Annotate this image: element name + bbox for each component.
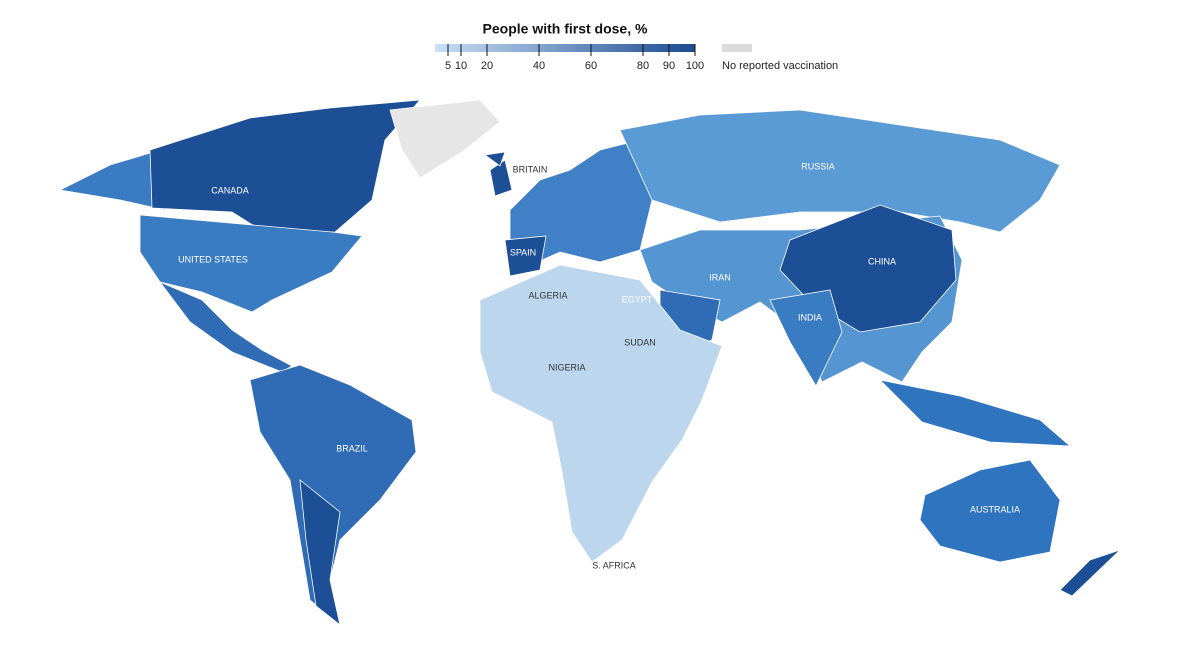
country-label: BRITAIN <box>513 164 548 174</box>
tick-label: 5 <box>445 60 451 72</box>
united-states <box>139 214 363 313</box>
country-label: S. AFRICA <box>592 560 636 570</box>
canada <box>149 99 421 237</box>
country-labels: CANADA UNITED STATES BRITAIN SPAIN RUSSIA CHI… <box>178 161 1020 570</box>
legend-title: People with first dose, % <box>483 21 648 37</box>
country-label: SPAIN <box>510 247 536 257</box>
legend: People with first dose, % No reported va… <box>435 21 838 72</box>
spain <box>504 235 547 277</box>
country-label: EGYPT <box>622 294 653 304</box>
country-label: AUSTRALIA <box>970 504 1020 514</box>
country-label: SUDAN <box>624 337 656 347</box>
iceland <box>483 151 506 167</box>
no-data-swatch <box>722 44 752 52</box>
tick-label: 90 <box>663 60 675 72</box>
southeast-asia <box>878 379 1072 447</box>
country-label: CHINA <box>868 256 896 266</box>
no-data-label: No reported vaccination <box>722 60 838 72</box>
country-label: CANADA <box>211 185 249 195</box>
south-america <box>249 364 417 627</box>
country-label: RUSSIA <box>801 161 835 171</box>
tick-label: 10 <box>455 60 467 72</box>
tick-label: 20 <box>481 60 493 72</box>
country-label: NIGERIA <box>548 362 585 372</box>
country-label: IRAN <box>709 272 731 282</box>
russia <box>619 109 1061 233</box>
greenland <box>389 99 501 179</box>
country-label: UNITED STATES <box>178 254 248 264</box>
land <box>58 99 1121 627</box>
central-america <box>158 281 293 373</box>
africa <box>479 264 723 563</box>
country-label: ALGERIA <box>528 290 567 300</box>
tick-label: 60 <box>585 60 597 72</box>
alaska <box>58 149 166 211</box>
tick-label: 80 <box>637 60 649 72</box>
country-label: INDIA <box>798 312 822 322</box>
tick-label: 100 <box>686 60 704 72</box>
india <box>769 289 843 387</box>
tick-label: 40 <box>533 60 545 72</box>
country-label: BRAZIL <box>336 443 368 453</box>
britain <box>489 159 513 197</box>
argentina <box>299 479 341 627</box>
new-zealand <box>1059 549 1121 597</box>
color-bar <box>435 44 695 52</box>
australia <box>919 459 1061 563</box>
